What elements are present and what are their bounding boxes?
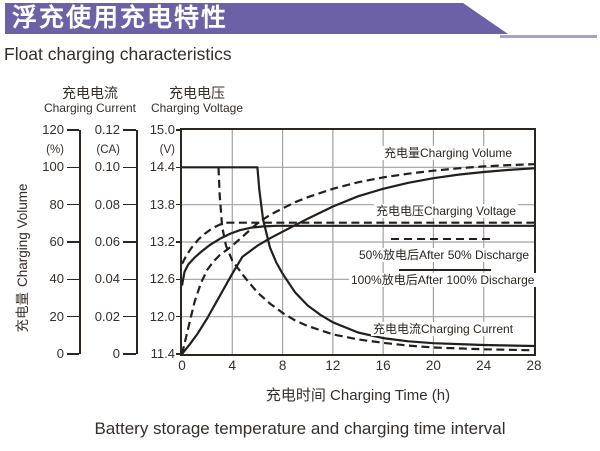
chart-canvas — [182, 130, 534, 354]
current-tick-mark — [123, 129, 136, 131]
x-tick-label: 8 — [278, 358, 287, 373]
after-100-discharge-label: 100%放电后After 100% Discharge — [349, 273, 537, 287]
current-tick-label: 0.08 — [94, 196, 120, 212]
volume-axis-title: 充电量 Charging Volume — [11, 183, 31, 332]
after-50-discharge-label: 50%放电后After 50% Discharge — [357, 248, 532, 262]
volume-axis-title-cn: 充电量 — [15, 292, 30, 333]
legend-solid-sample — [399, 269, 491, 272]
voltage-tick-label: 12.6 — [149, 271, 175, 287]
curve-charging-current-after-50-discharge — [217, 167, 534, 352]
x-tick-label: 0 — [178, 358, 186, 373]
volume-tick-mark — [67, 278, 79, 281]
current-unit-label: (CA) — [96, 143, 120, 156]
x-tick-label: 4 — [228, 358, 237, 373]
voltage-axis-title-en: Charging Voltage — [150, 100, 244, 115]
voltage-tick-label: 15.0 — [149, 122, 175, 137]
volume-axis-line — [79, 130, 81, 354]
current-tick-mark — [123, 278, 136, 281]
current-tick-label: 0.12 — [94, 122, 120, 137]
x-tick-label: 20 — [425, 358, 441, 373]
voltage-axis-title-cn: 充电电压 — [169, 85, 225, 101]
page-title-cn: 浮充使用充电特性 — [12, 4, 229, 32]
volume-tick-mark — [67, 353, 79, 355]
header-banner: 浮充使用充电特性 — [5, 3, 508, 34]
current-tick-label: 0.10 — [94, 159, 120, 175]
volume-tick-mark — [67, 166, 79, 169]
charging-volume-label: 充电量Charging Volume — [382, 146, 515, 160]
voltage-unit-label: (V) — [159, 143, 175, 156]
voltage-tick-label: 11.4 — [150, 346, 175, 361]
current-tick-mark — [123, 353, 136, 355]
volume-tick-mark — [67, 129, 79, 131]
charging-voltage-label: 充电电压Charging Voltage — [374, 204, 519, 218]
current-tick-mark — [123, 166, 136, 169]
volume-tick-label: 120 — [42, 122, 64, 137]
voltage-tick-label: 13.8 — [149, 196, 175, 212]
current-tick-mark — [123, 315, 136, 318]
plot-area — [180, 128, 536, 356]
banner-underline — [500, 35, 597, 38]
x-tick-label: 28 — [526, 358, 542, 373]
current-axis-line — [136, 130, 138, 354]
bottom-caption: Battery storage temperature and charging… — [94, 419, 506, 438]
current-tick-label: 0 — [112, 346, 120, 361]
volume-tick-mark — [67, 241, 79, 243]
volume-tick-mark — [67, 315, 79, 318]
current-tick-mark — [123, 203, 136, 206]
x-axis-title: 充电时间 Charging Time (h) — [265, 387, 451, 404]
curve-charging-current-after-100-discharge — [182, 166, 534, 348]
volume-tick-mark — [67, 203, 79, 206]
curve-charging-voltage-after-50-discharge — [182, 221, 534, 265]
current-tick-label: 0.06 — [94, 234, 120, 249]
current-tick-label: 0.02 — [94, 308, 120, 324]
x-tick-label: 12 — [325, 358, 341, 373]
legend-dashed-sample — [391, 238, 490, 241]
current-tick-label: 0.04 — [94, 271, 120, 287]
curve-charging-volume-after-50-discharge — [182, 163, 534, 354]
volume-tick-label: 0 — [56, 346, 64, 361]
volume-axis-title-en: Charging Volume — [15, 183, 30, 288]
x-tick-label: 16 — [375, 358, 391, 373]
volume-tick-label: 100 — [42, 159, 64, 175]
charging-current-label: 充电电流Charging Current — [371, 322, 516, 336]
voltage-tick-label: 13.2 — [149, 234, 175, 249]
voltage-tick-label: 12.0 — [149, 308, 175, 324]
x-tick-label: 24 — [476, 358, 492, 373]
current-tick-mark — [123, 241, 136, 243]
current-axis-title-cn: 充电电流 — [62, 85, 118, 101]
current-axis-title-en: Charging Current — [43, 100, 137, 115]
voltage-tick-label: 14.4 — [149, 159, 175, 175]
volume-unit-label: (%) — [46, 143, 64, 156]
current-axis-header: 充电电流 Charging Current — [20, 86, 160, 114]
voltage-axis-header: 充电电压 Charging Voltage — [136, 86, 258, 114]
page-title-en: Float charging characteristics — [4, 44, 232, 64]
